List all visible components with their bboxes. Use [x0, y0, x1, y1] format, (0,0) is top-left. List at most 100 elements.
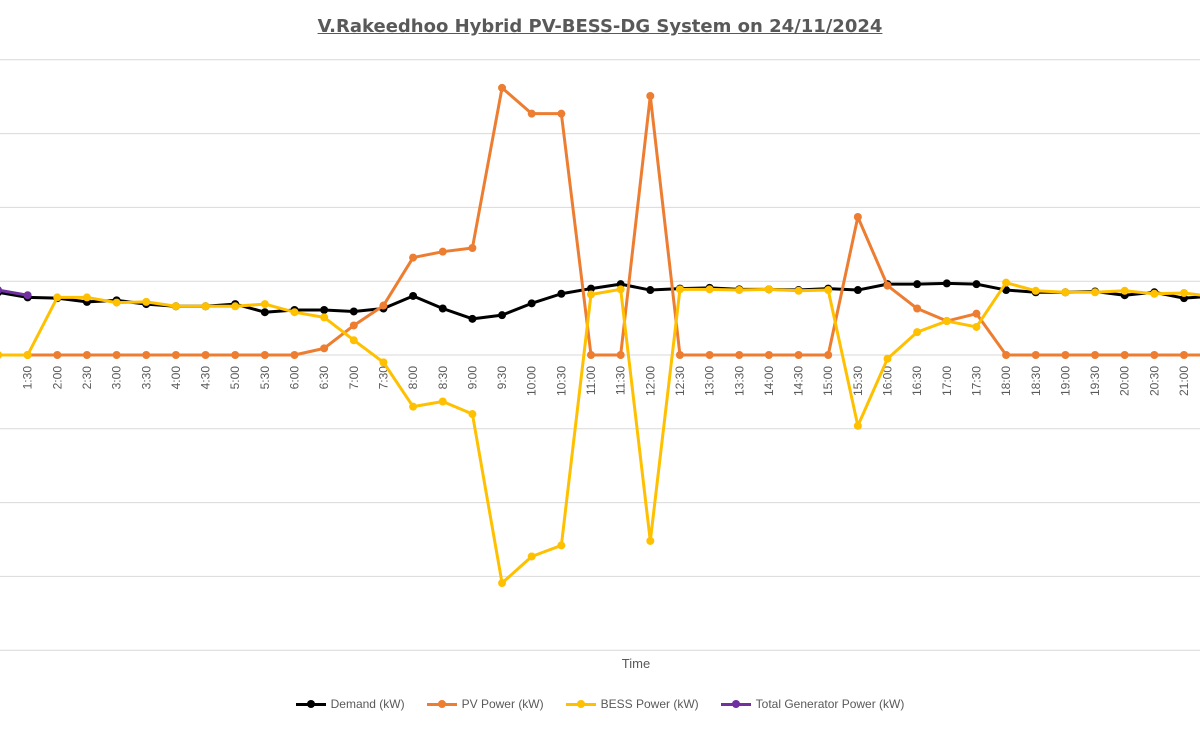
- series-1: [0, 83, 1200, 359]
- data-point: [1002, 351, 1011, 359]
- data-point: [53, 293, 62, 302]
- legend-item: Demand (kW): [295, 697, 405, 711]
- data-point: [171, 351, 180, 359]
- data-point: [201, 351, 210, 359]
- data-point: [735, 286, 744, 295]
- data-point: [1061, 288, 1070, 297]
- x-tick-label: 3:30: [139, 366, 153, 390]
- data-point: [260, 351, 269, 359]
- data-point: [498, 83, 507, 92]
- data-point: [557, 289, 566, 298]
- data-point: [142, 297, 151, 306]
- x-axis-tick-labels: 1:30 2:00 2:30 3:00 3:30 4:00 4:30 5:00 5:30 6:00…: [21, 366, 1191, 396]
- data-point: [853, 212, 862, 221]
- data-point: [675, 351, 684, 359]
- data-point: [468, 243, 477, 252]
- data-point: [794, 286, 803, 295]
- data-point: [1180, 351, 1188, 359]
- x-tick-label: 1:30: [21, 366, 35, 390]
- data-point: [23, 351, 32, 359]
- data-point: [705, 285, 714, 294]
- legend: Demand (kW) PV Power (kW) BESS Power (kW) T…: [0, 697, 1200, 711]
- series-line: [0, 86, 1200, 357]
- x-tick-label: 15:30: [851, 366, 865, 396]
- data-point: [0, 286, 2, 294]
- data-point: [1120, 286, 1129, 295]
- data-point: [349, 321, 358, 330]
- x-tick-label: 14:30: [792, 366, 806, 396]
- data-point: [616, 351, 625, 359]
- x-tick-label: 19:00: [1058, 366, 1072, 396]
- data-point: [942, 317, 951, 326]
- legend-item: Total Generator Power (kW): [720, 697, 904, 711]
- data-point: [824, 286, 833, 295]
- data-point: [23, 291, 32, 300]
- data-point: [260, 300, 269, 309]
- data-point: [913, 328, 922, 337]
- x-tick-label: 17:00: [940, 366, 954, 396]
- data-point: [824, 351, 833, 359]
- data-point: [468, 314, 477, 323]
- data-point: [913, 280, 922, 289]
- data-point: [349, 336, 358, 345]
- x-tick-label: 13:00: [703, 366, 717, 396]
- data-point: [498, 311, 507, 320]
- data-point: [409, 402, 418, 411]
- x-tick-label: 18:30: [1029, 366, 1043, 396]
- x-tick-label: 4:30: [199, 366, 213, 390]
- data-point: [587, 284, 595, 293]
- data-point: [1002, 278, 1011, 287]
- data-point: [1091, 288, 1100, 297]
- data-point: [468, 410, 477, 419]
- x-tick-label: 17:30: [969, 366, 983, 396]
- data-point: [972, 309, 981, 318]
- legend-item: PV Power (kW): [426, 697, 544, 711]
- series-lines: [0, 83, 1200, 588]
- series-2: [0, 278, 1200, 588]
- chart-title: V.Rakeedhoo Hybrid PV-BESS-DG System on …: [317, 16, 883, 37]
- x-tick-label: 2:30: [80, 366, 94, 390]
- data-point: [646, 91, 655, 100]
- legend-item: BESS Power (kW): [565, 697, 699, 711]
- data-point: [0, 351, 2, 359]
- data-point: [142, 351, 151, 359]
- data-point: [320, 313, 329, 322]
- data-point: [349, 307, 358, 316]
- data-point: [320, 344, 329, 353]
- data-point: [1061, 351, 1070, 359]
- data-point: [735, 351, 744, 359]
- x-tick-label: 7:00: [347, 366, 361, 390]
- data-point: [587, 290, 595, 299]
- data-point: [379, 301, 388, 310]
- x-tick-label: 10:00: [525, 366, 539, 396]
- data-point: [201, 302, 210, 311]
- legend-label: PV Power (kW): [461, 697, 544, 711]
- x-tick-label: 5:00: [228, 366, 242, 390]
- data-point: [1031, 286, 1040, 295]
- x-tick-label: 4:00: [169, 366, 183, 390]
- data-point: [409, 291, 418, 300]
- data-point: [853, 286, 862, 295]
- data-point: [320, 305, 329, 314]
- data-point: [1180, 289, 1188, 298]
- x-axis-title: Time: [621, 656, 651, 671]
- data-point: [438, 247, 447, 256]
- x-tick-label: 10:30: [554, 366, 568, 396]
- legend-label: BESS Power (kW): [600, 697, 699, 711]
- data-point: [675, 285, 684, 294]
- data-point: [527, 109, 536, 118]
- x-tick-label: 16:30: [910, 366, 924, 396]
- x-tick-label: 8:00: [406, 366, 420, 390]
- x-tick-label: 15:00: [821, 366, 835, 396]
- data-point: [646, 286, 655, 295]
- x-tick-label: 20:30: [1147, 366, 1161, 396]
- x-tick-label: 6:30: [317, 366, 331, 390]
- x-tick-label: 9:00: [465, 366, 479, 390]
- data-point: [1150, 351, 1159, 359]
- data-point: [972, 322, 981, 331]
- data-point: [260, 308, 269, 317]
- data-point: [82, 293, 91, 302]
- data-point: [1120, 351, 1129, 359]
- data-point: [527, 552, 536, 561]
- legend-swatch: [426, 698, 457, 710]
